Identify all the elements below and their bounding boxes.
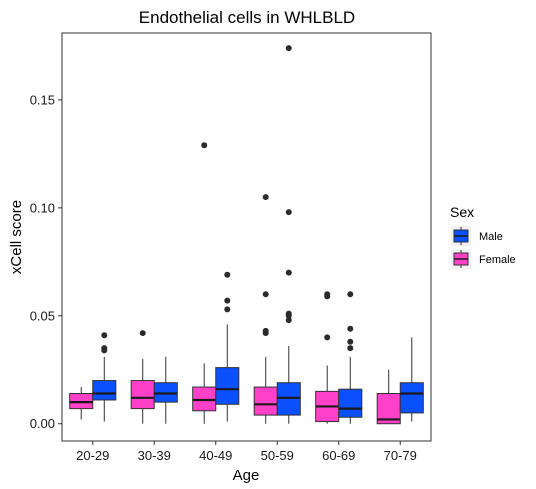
box-body: [338, 388, 363, 418]
outlier-point: [285, 317, 292, 324]
box-body: [253, 386, 278, 416]
box-female-40-49: [192, 142, 217, 424]
box-male-30-39: [153, 356, 178, 424]
y-tick-label: 0.00: [30, 416, 55, 431]
y-axis-title: xCell score: [8, 200, 25, 274]
x-tick-label: 50-59: [261, 448, 294, 463]
box-male-20-29: [92, 332, 117, 422]
outlier-point: [101, 332, 108, 339]
y-axis: 0.00 0.05 0.10 0.15: [30, 92, 62, 431]
box-female-20-29: [69, 387, 94, 420]
outlier-point: [347, 338, 354, 345]
outlier-point: [324, 334, 331, 341]
outlier-point: [285, 269, 292, 276]
x-tick-label: 60-69: [322, 448, 355, 463]
box-male-70-79: [399, 337, 424, 422]
outlier-point: [224, 306, 231, 313]
outlier-point: [139, 330, 146, 337]
legend-title: Sex: [450, 204, 474, 220]
x-axis-title: Age: [233, 467, 260, 484]
outlier-point: [224, 271, 231, 278]
outlier-point: [101, 345, 108, 352]
x-tick-label: 30-39: [138, 448, 171, 463]
legend: Sex Male Female: [450, 204, 516, 269]
x-tick-label: 40-49: [199, 448, 232, 463]
box-male-40-49: [215, 271, 240, 422]
x-tick-label: 70-79: [384, 448, 417, 463]
outlier-point: [224, 297, 231, 304]
box-body: [130, 380, 155, 410]
outlier-point: [285, 45, 292, 52]
legend-item-male: Male: [451, 226, 503, 246]
legend-label: Male: [479, 231, 503, 243]
outlier-point: [262, 327, 269, 334]
y-tick-label: 0.10: [30, 200, 55, 215]
box-female-50-59: [253, 194, 278, 424]
box-body: [215, 367, 240, 405]
outlier-point: [347, 345, 354, 352]
x-axis: 20-29 30-39 40-49 50-59 60-69 70-79: [76, 441, 417, 463]
y-tick-label: 0.15: [30, 92, 55, 107]
outlier-point: [285, 310, 292, 317]
outlier-point: [201, 142, 208, 149]
box-male-60-69: [338, 291, 363, 424]
outlier-point: [347, 291, 354, 298]
box-male-50-59: [276, 45, 301, 424]
outlier-point: [262, 291, 269, 298]
outlier-point: [285, 209, 292, 216]
y-tick-label: 0.05: [30, 308, 55, 323]
box-female-60-69: [315, 291, 340, 424]
box-body: [92, 380, 117, 401]
outlier-point: [262, 194, 269, 201]
box-body: [399, 382, 424, 414]
x-tick-label: 20-29: [76, 448, 109, 463]
legend-item-female: Female: [451, 249, 516, 269]
chart-title: Endothelial cells in WHLBLD: [139, 8, 355, 27]
box-layer: [69, 45, 424, 425]
plot-panel: [61, 32, 432, 442]
outlier-point: [324, 291, 331, 298]
outlier-point: [347, 325, 354, 332]
legend-label: Female: [479, 254, 516, 266]
